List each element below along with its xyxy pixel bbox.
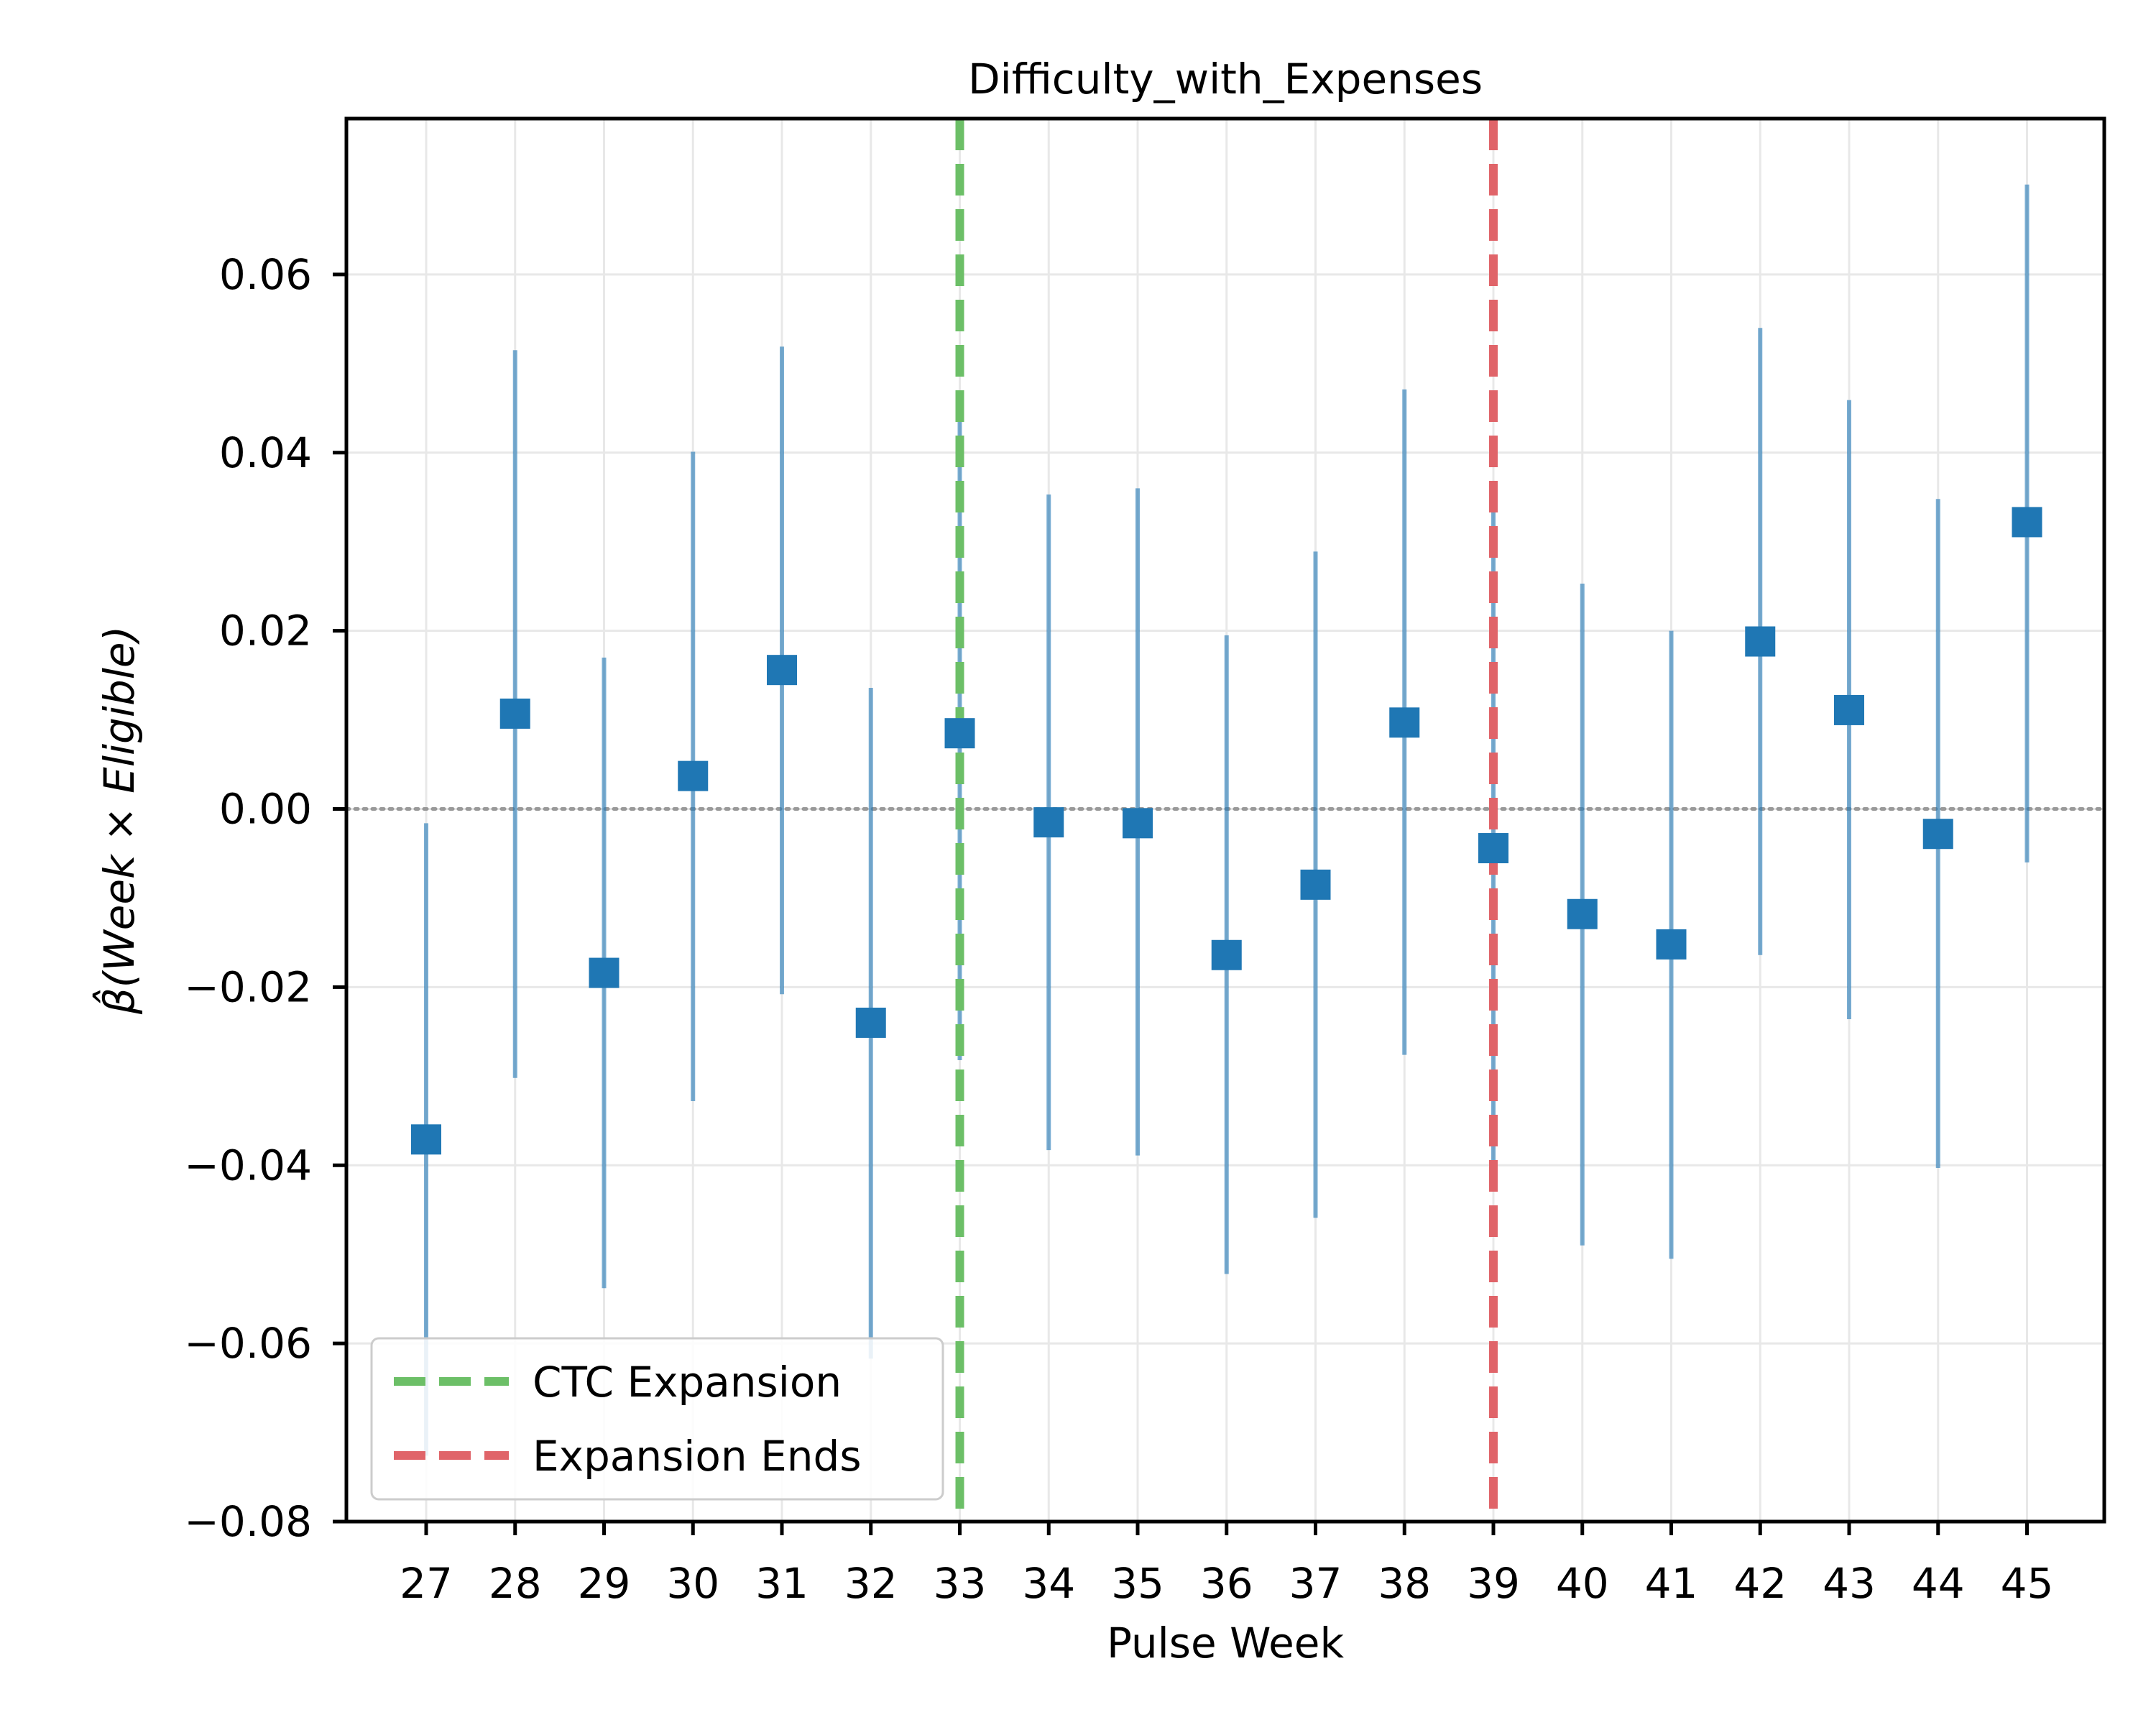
legend-box [370,1337,944,1501]
y-axis-label: β̂(Week × Eligible) [92,626,144,1015]
point-marker [855,1007,886,1038]
x-tick-label: 38 [1378,1559,1431,1608]
x-tick-label: 44 [1912,1559,1965,1608]
x-tick-label: 32 [844,1559,898,1608]
point-markers [411,507,2042,1155]
x-tick-label: 30 [666,1559,719,1608]
point-marker [1745,626,1776,657]
y-tick-label: −0.04 [184,1141,312,1190]
point-marker [1656,929,1687,960]
point-marker [1478,833,1508,864]
event-lines [955,119,1498,1522]
x-tick-label: 27 [400,1559,453,1608]
legend: CTC Expansion Expansion Ends [370,1337,944,1501]
x-tick-label: 29 [578,1559,631,1608]
point-marker [1123,808,1153,839]
x-tick-label: 45 [2001,1559,2054,1608]
x-tick-label: 33 [934,1559,987,1608]
point-marker [2012,507,2042,538]
point-marker [767,655,797,686]
legend-label: CTC Expansion [533,1358,842,1407]
point-marker [1033,807,1064,838]
point-marker [1300,869,1331,900]
y-tick-label: −0.08 [184,1497,312,1546]
y-axis-ticks: −0.08 −0.06 −0.04 −0.02 0.00 0.02 0.04 0.06 [184,250,346,1546]
x-axis-label: Pulse Week [1107,1619,1344,1668]
point-marker [499,698,530,729]
y-tick-label: −0.06 [184,1319,312,1368]
x-tick-label: 40 [1556,1559,1609,1608]
y-tick-label: 0.04 [219,428,312,477]
x-axis-ticks: 27 28 29 30 31 32 33 34 35 36 37 38 39 40 41 42 43 44 45 [400,1522,2053,1608]
x-tick-label: 41 [1645,1559,1698,1608]
point-marker [589,957,619,988]
x-tick-label: 28 [489,1559,542,1608]
y-tick-label: −0.02 [184,962,312,1011]
x-tick-label: 43 [1823,1559,1876,1608]
point-marker [944,718,975,749]
point-marker [1211,939,1242,970]
x-tick-label: 31 [755,1559,808,1608]
x-tick-label: 37 [1289,1559,1342,1608]
x-tick-label: 35 [1111,1559,1164,1608]
point-marker [1389,707,1420,738]
point-marker [1567,898,1598,929]
x-tick-label: 42 [1733,1559,1787,1608]
point-marker [411,1124,441,1155]
x-tick-label: 39 [1467,1559,1520,1608]
x-tick-label: 36 [1200,1559,1253,1608]
x-tick-label: 34 [1022,1559,1075,1608]
point-marker [1922,819,1953,850]
y-tick-label: 0.00 [219,785,312,834]
y-tick-label: 0.02 [219,607,312,656]
point-marker [678,760,709,791]
chart-title: Difficulty_with_Expenses [968,55,1483,104]
point-marker [1834,694,1864,725]
legend-label: Expansion Ends [533,1432,862,1481]
y-tick-label: 0.06 [219,250,312,299]
